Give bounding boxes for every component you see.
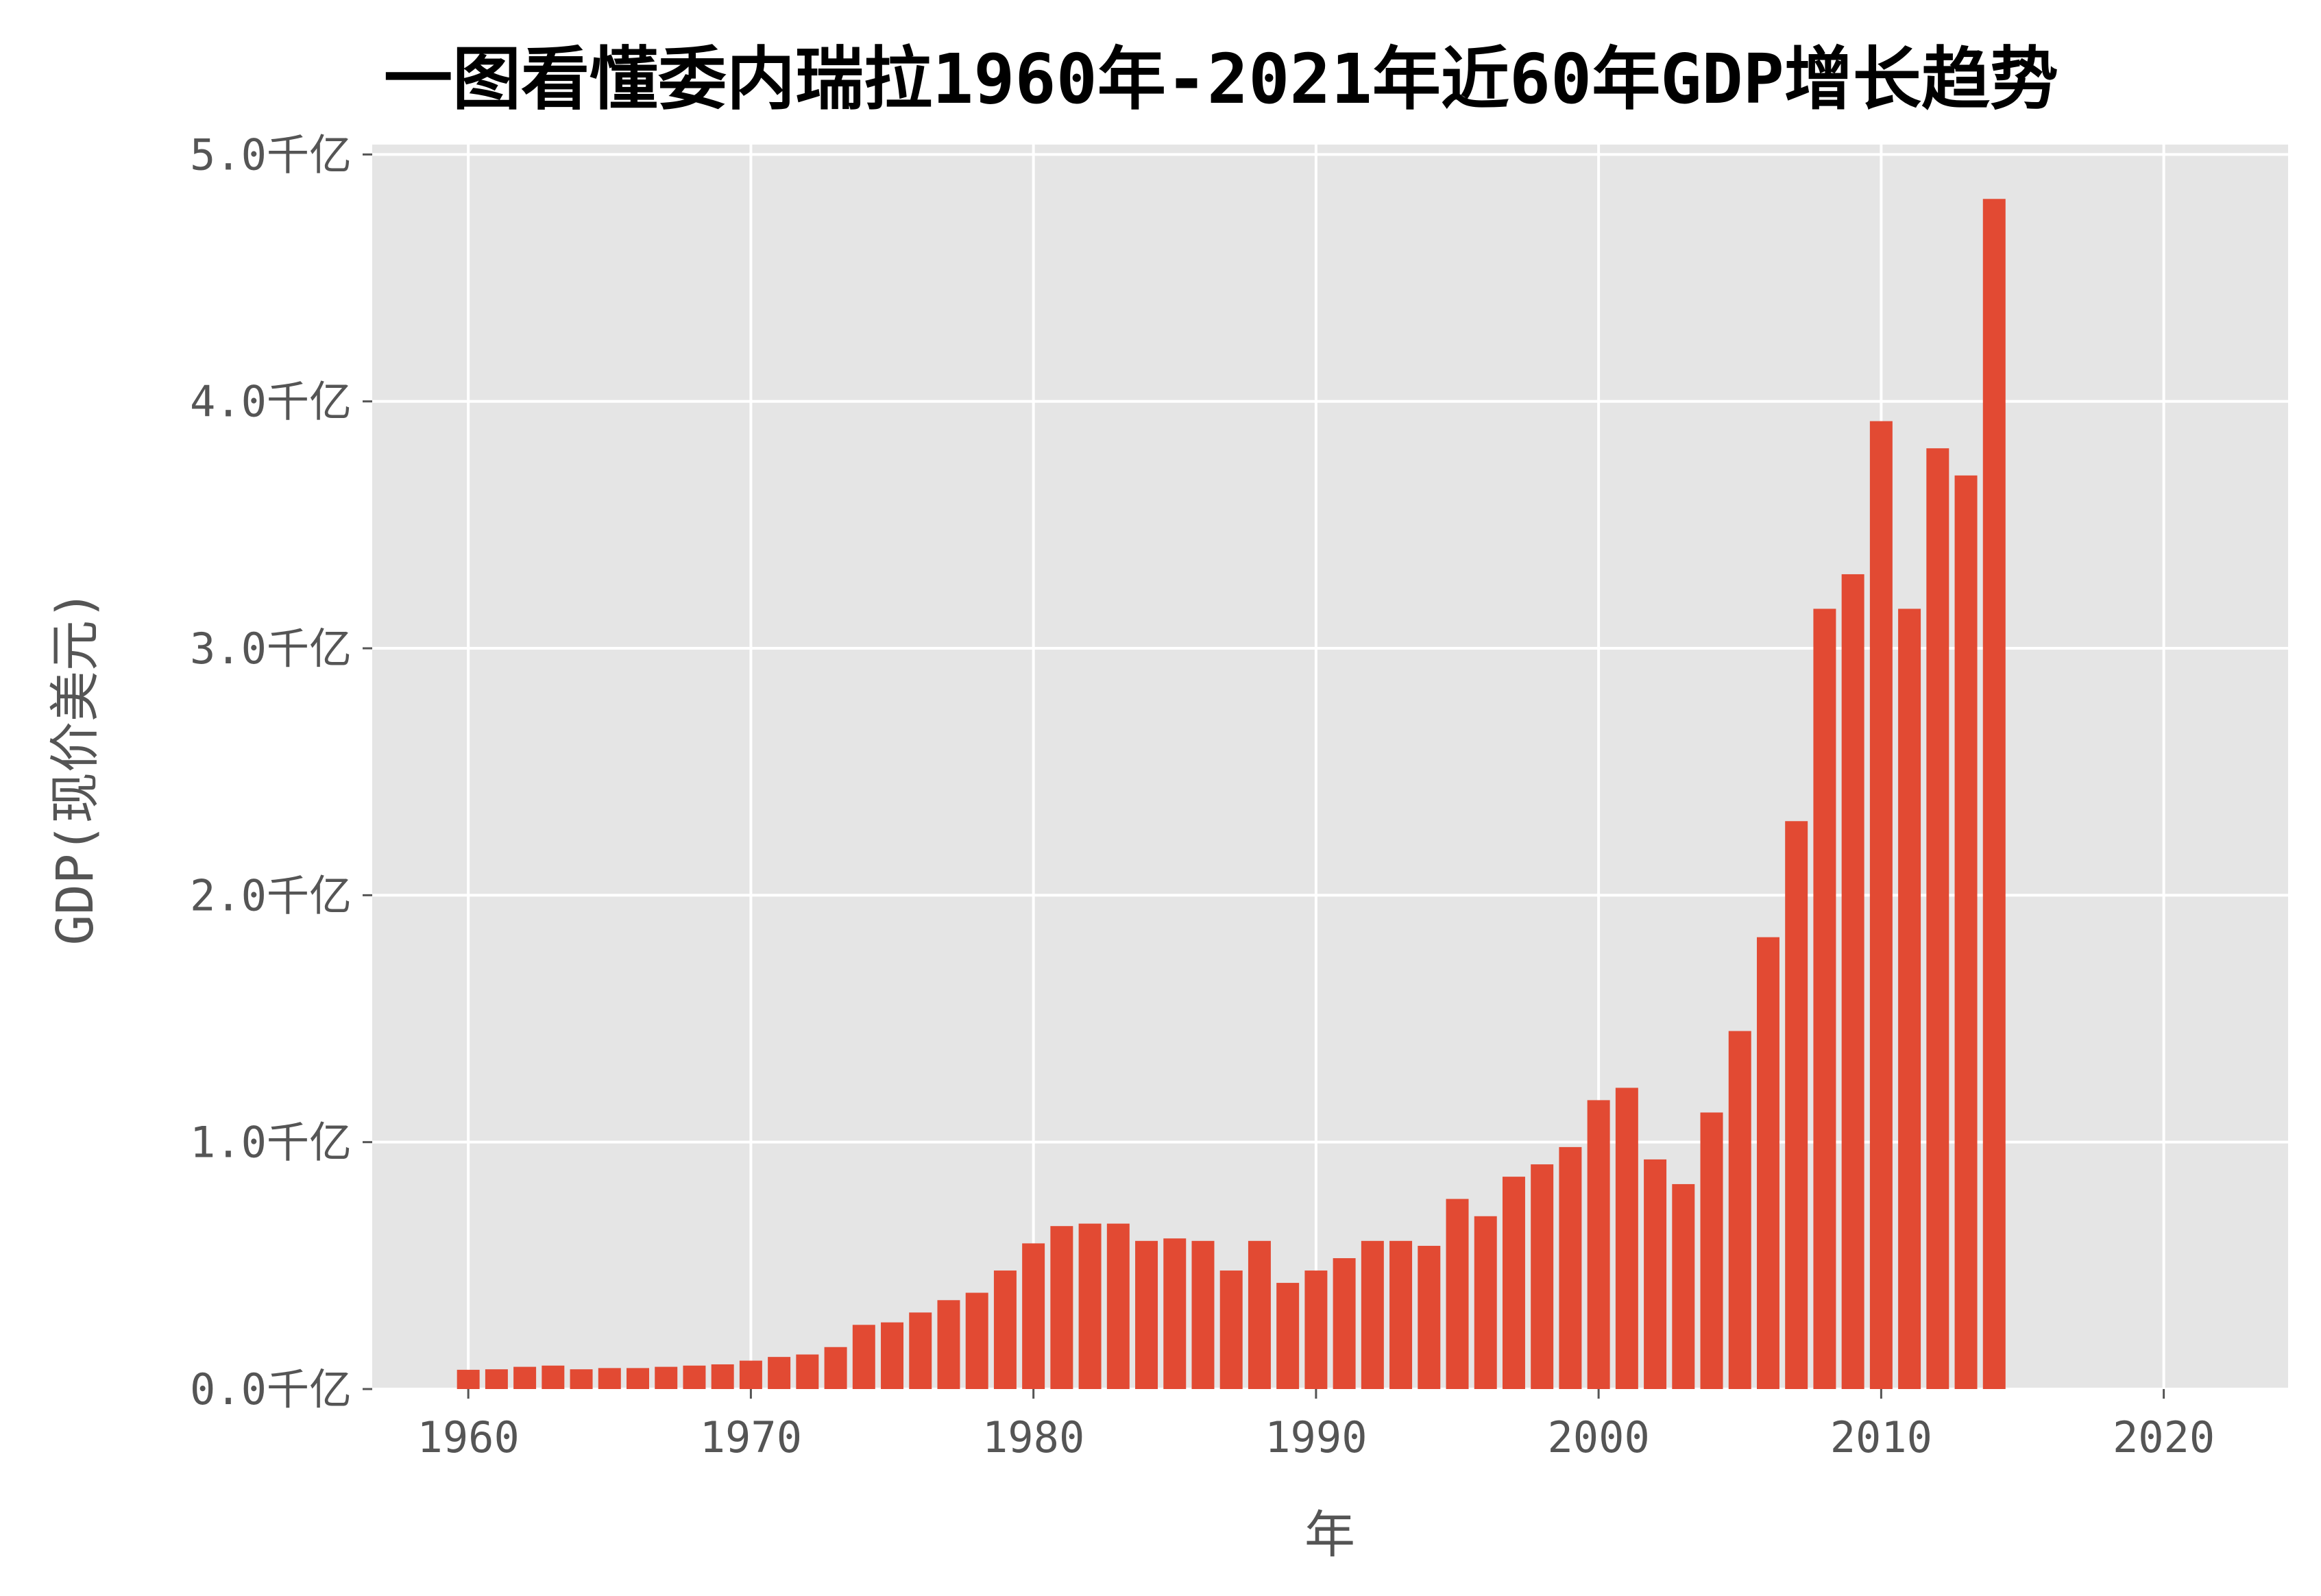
- bar-2005: [1728, 1031, 1751, 1389]
- bar-2003: [1672, 1183, 1695, 1389]
- x-tick-label: 2000: [1547, 1412, 1649, 1462]
- bar-1992: [1361, 1240, 1384, 1389]
- y-tick-label: 1.0千亿: [190, 1118, 352, 1168]
- bar-1967: [655, 1366, 678, 1389]
- x-tick-label: 1970: [700, 1412, 802, 1462]
- bar-1990: [1304, 1270, 1328, 1389]
- y-tick-label: 0.0千亿: [190, 1364, 352, 1414]
- bar-1996: [1474, 1216, 1497, 1389]
- bar-1995: [1446, 1199, 1469, 1389]
- bar-1979: [993, 1270, 1017, 1389]
- bar-1966: [627, 1368, 649, 1389]
- chart-title: 一图看懂委内瑞拉1960年-2021年近60年GDP增长趋势: [384, 39, 2058, 119]
- bar-1985: [1163, 1238, 1187, 1389]
- x-tick-label: 1980: [982, 1412, 1084, 1462]
- x-tick-label: 2010: [1830, 1412, 1932, 1462]
- bar-2014: [1982, 199, 2006, 1390]
- bar-1994: [1418, 1246, 1441, 1389]
- bar-1963: [542, 1365, 565, 1389]
- bar-1974: [852, 1325, 875, 1389]
- bar-1977: [937, 1300, 960, 1389]
- bar-1988: [1248, 1240, 1271, 1389]
- bar-1971: [768, 1357, 791, 1389]
- x-tick-label: 1960: [417, 1412, 520, 1462]
- bar-1987: [1219, 1270, 1243, 1389]
- bar-2007: [1785, 821, 1808, 1389]
- bar-2008: [1813, 609, 1836, 1389]
- bar-2009: [1841, 574, 1864, 1389]
- bar-1997: [1502, 1177, 1525, 1389]
- bar-1960: [457, 1369, 480, 1389]
- bar-2006: [1756, 937, 1779, 1389]
- x-tick-label: 2020: [2113, 1412, 2215, 1462]
- bar-2011: [1898, 609, 1921, 1389]
- bar-1975: [881, 1322, 904, 1389]
- bar-1980: [1022, 1243, 1045, 1389]
- bar-2002: [1644, 1159, 1667, 1389]
- y-tick-label: 5.0千亿: [190, 130, 352, 180]
- bar-1981: [1050, 1226, 1073, 1389]
- bar-1961: [485, 1369, 508, 1389]
- x-tick-label: 1990: [1265, 1412, 1367, 1462]
- bar-2004: [1700, 1112, 1723, 1389]
- bar-1999: [1559, 1146, 1582, 1389]
- bar-1991: [1333, 1258, 1356, 1389]
- bar-2013: [1954, 475, 1978, 1389]
- bar-1978: [965, 1292, 988, 1389]
- y-axis-label: GDP(现价美元): [46, 590, 105, 946]
- bar-1972: [796, 1354, 819, 1389]
- bar-1984: [1135, 1240, 1158, 1389]
- bar-1993: [1389, 1240, 1413, 1389]
- bar-1969: [711, 1364, 734, 1389]
- bar-2010: [1869, 421, 1893, 1389]
- bar-1998: [1531, 1164, 1554, 1389]
- bar-2000: [1587, 1100, 1610, 1389]
- bar-1970: [739, 1360, 762, 1389]
- bar-2012: [1926, 448, 1949, 1390]
- y-tick-label: 4.0千亿: [190, 377, 352, 427]
- bar-1982: [1078, 1223, 1102, 1389]
- bar-1968: [683, 1365, 706, 1389]
- bar-1965: [598, 1368, 621, 1389]
- y-tick-label: 2.0千亿: [190, 870, 352, 920]
- y-tick-label: 3.0千亿: [190, 624, 352, 674]
- bar-1973: [824, 1347, 847, 1389]
- bar-1962: [513, 1366, 537, 1389]
- bar-2001: [1615, 1088, 1638, 1389]
- bar-1964: [570, 1369, 593, 1389]
- bar-1976: [909, 1312, 932, 1389]
- x-axis-label: 年: [1304, 1506, 1355, 1564]
- bar-1986: [1191, 1240, 1215, 1389]
- bar-1983: [1106, 1223, 1130, 1389]
- bar-1989: [1276, 1283, 1300, 1389]
